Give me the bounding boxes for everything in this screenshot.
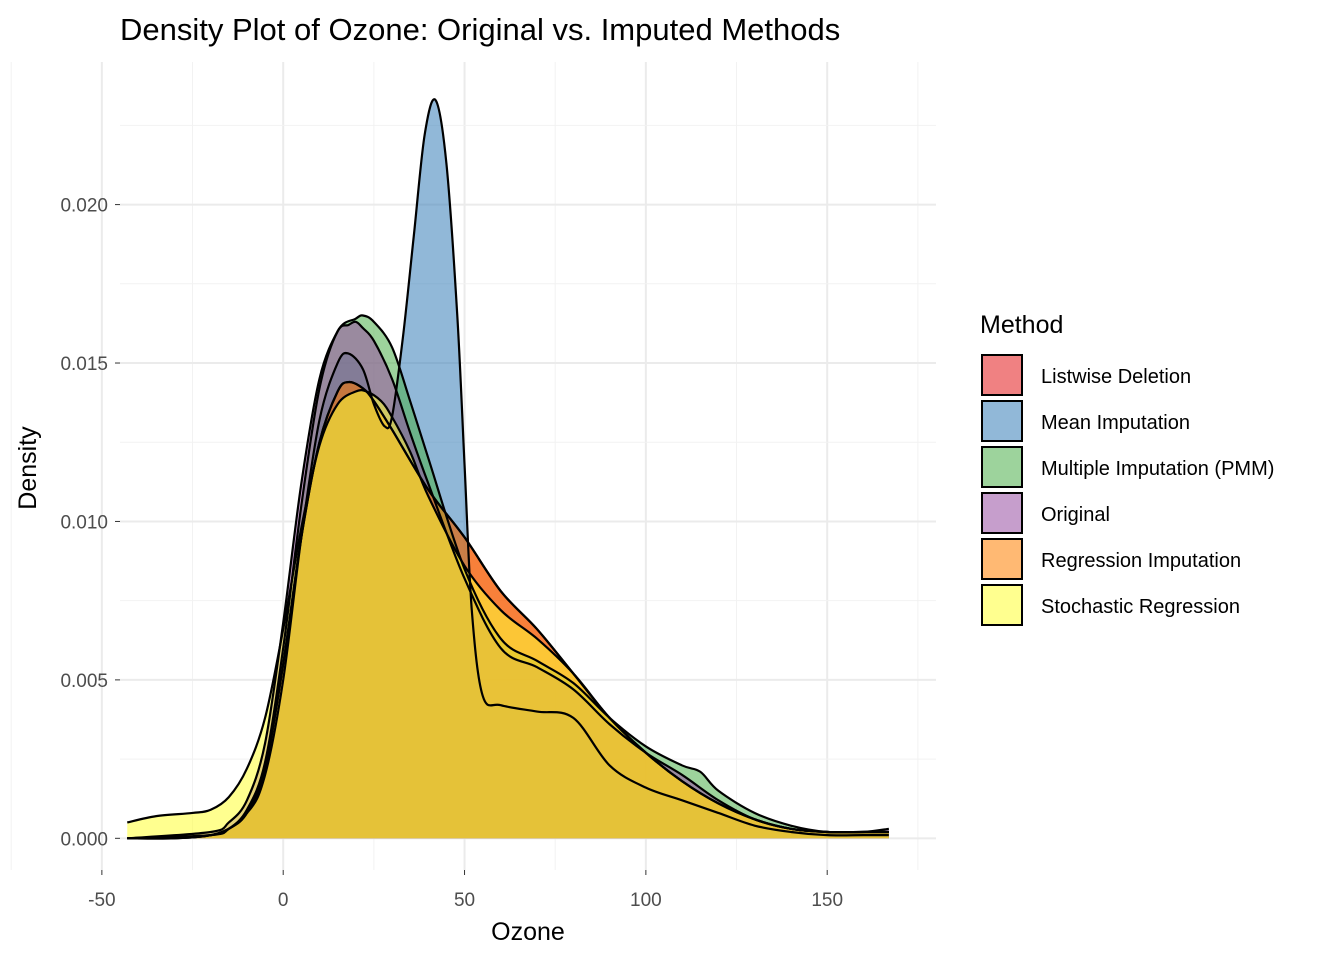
- y-tick-label: 0.010: [60, 512, 108, 533]
- legend-label-stochastic-regression: Stochastic Regression: [1041, 596, 1240, 618]
- chart-title: Density Plot of Ozone: Original vs. Impu…: [120, 12, 840, 47]
- y-axis-title: Density: [14, 426, 42, 510]
- line-multiple-imputation-pmm: [127, 314, 889, 840]
- line-stochastic-regression: [127, 389, 889, 834]
- area-stochastic-regression: [127, 390, 889, 839]
- x-axis-title: Ozone: [491, 918, 565, 946]
- y-tick-label: 0.015: [60, 354, 108, 375]
- y-tick-label: 0.020: [60, 196, 108, 217]
- legend-label-listwise-deletion: Listwise Deletion: [1041, 366, 1191, 388]
- x-tick-label: 100: [630, 890, 662, 911]
- x-tick-label: 50: [454, 890, 475, 911]
- y-tick-label: 0.000: [60, 829, 108, 850]
- x-tick-label: -50: [88, 890, 115, 911]
- legend-label-original: Original: [1041, 504, 1110, 526]
- legend-title: Method: [980, 311, 1063, 339]
- legend-key-regression-imputation: [981, 538, 1023, 580]
- x-tick-label: 150: [811, 890, 843, 911]
- x-tick-label: 0: [278, 890, 289, 911]
- legend: Method Listwise Deletion Mean Imputation M…: [980, 311, 1274, 626]
- legend-key-multiple-imputation-pmm: [981, 446, 1023, 488]
- legend-key-mean-imputation: [981, 400, 1023, 442]
- density-areas: [127, 99, 889, 839]
- legend-key-stochastic-regression: [981, 584, 1023, 626]
- legend-key-original: [981, 492, 1023, 534]
- legend-key-listwise-deletion: [981, 354, 1023, 396]
- x-axis-ticks: -50 0 50 100 150: [88, 870, 843, 911]
- legend-label-mean-imputation: Mean Imputation: [1041, 412, 1190, 434]
- y-axis-ticks: 0.000 0.005 0.010 0.015 0.020: [60, 196, 120, 850]
- y-tick-label: 0.005: [60, 671, 108, 692]
- legend-label-regression-imputation: Regression Imputation: [1041, 550, 1241, 572]
- line-original: [127, 320, 889, 840]
- legend-label-multiple-imputation-pmm: Multiple Imputation (PMM): [1041, 458, 1274, 480]
- density-lines: [127, 98, 889, 840]
